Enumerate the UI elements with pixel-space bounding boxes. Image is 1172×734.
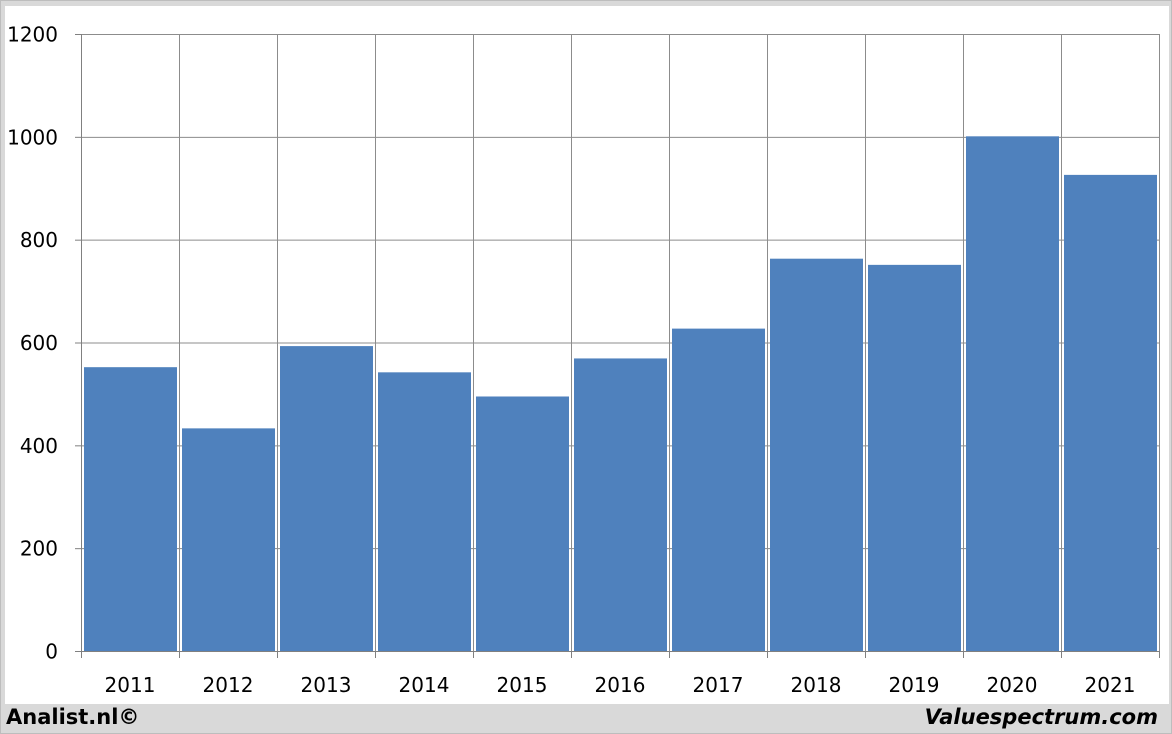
x-tick-label: 2017 bbox=[693, 673, 744, 697]
bar-2019 bbox=[868, 264, 961, 651]
y-tick-label: 200 bbox=[20, 537, 58, 561]
x-tick-label: 2019 bbox=[889, 673, 940, 697]
bar-2011 bbox=[84, 367, 177, 651]
y-tick-label: 1200 bbox=[7, 23, 58, 47]
x-tick-label: 2011 bbox=[105, 673, 156, 697]
bar-2014 bbox=[378, 372, 471, 651]
x-tick-label: 2020 bbox=[987, 673, 1038, 697]
bar-2016 bbox=[574, 358, 667, 651]
x-tick-label: 2013 bbox=[301, 673, 352, 697]
x-tick-label: 2021 bbox=[1085, 673, 1136, 697]
y-tick-label: 800 bbox=[20, 228, 58, 252]
y-tick-label: 400 bbox=[20, 434, 58, 458]
x-tick-label: 2015 bbox=[497, 673, 548, 697]
valuespectrum-credit: Valuespectrum.com bbox=[924, 705, 1158, 729]
bar-2020 bbox=[966, 136, 1059, 652]
x-tick-label: 2016 bbox=[595, 673, 646, 697]
bar-2015 bbox=[476, 396, 569, 651]
analist-credit: Analist.nl© bbox=[6, 705, 140, 729]
x-tick-label: 2018 bbox=[791, 673, 842, 697]
y-tick-label: 600 bbox=[20, 331, 58, 355]
bar-2021 bbox=[1064, 174, 1157, 652]
x-tick-label: 2012 bbox=[203, 673, 254, 697]
x-tick-label: 2014 bbox=[399, 673, 450, 697]
bar-2018 bbox=[770, 258, 863, 651]
bar-2013 bbox=[280, 346, 373, 651]
y-tick-label: 1000 bbox=[7, 125, 58, 149]
bar-2012 bbox=[182, 428, 275, 651]
y-tick-label: 0 bbox=[45, 640, 58, 664]
bar-2017 bbox=[672, 328, 765, 651]
